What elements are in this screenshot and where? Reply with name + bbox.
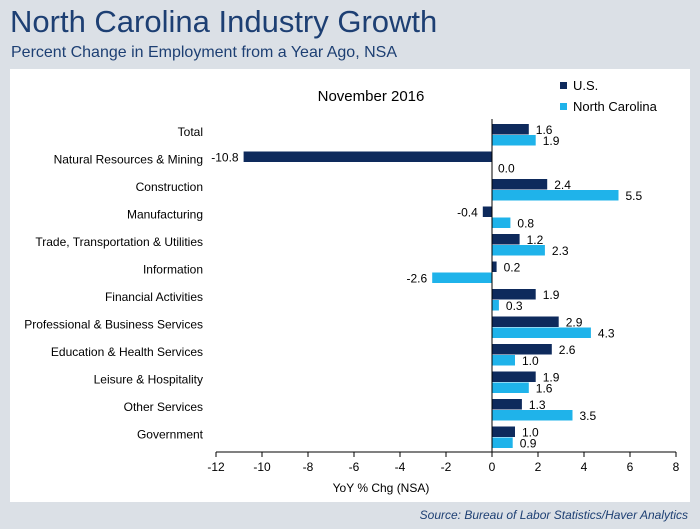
nc-bar	[492, 327, 591, 338]
legend-swatch	[560, 82, 567, 89]
nc-bar	[492, 217, 511, 228]
source-note: Source: Bureau of Labor Statistics/Haver…	[419, 508, 688, 522]
nc-bar	[492, 355, 515, 366]
us-bar	[492, 399, 522, 410]
nc-bar	[492, 190, 619, 201]
category-label: Natural Resources & Mining	[54, 153, 203, 167]
legend: U.S. North Carolina	[560, 78, 658, 114]
x-axis: -12 -10 -8 -6 -4 -2 0 2 4 6 8	[207, 119, 680, 474]
value-label: -2.6	[407, 272, 428, 286]
category-label: Construction	[136, 180, 203, 194]
value-label: -10.8	[211, 151, 239, 165]
nc-bar	[492, 245, 545, 256]
value-label: 1.2	[527, 233, 544, 247]
category-label: Total	[178, 125, 203, 139]
nc-bar	[492, 382, 529, 393]
value-label: 0.0	[498, 162, 515, 176]
chart-panel: November 2016 U.S. North Carolina Total Na…	[10, 69, 690, 502]
us-bar	[492, 179, 548, 190]
page-title: North Carolina Industry Growth	[10, 4, 438, 39]
value-label: 3.5	[580, 409, 597, 423]
x-tick-label: -2	[441, 460, 452, 474]
value-label: 2.6	[559, 343, 576, 357]
category-label: Education & Health Services	[51, 345, 203, 359]
value-labels: 1.61.9-10.80.02.45.5-0.40.81.22.30.2-2.6…	[211, 123, 642, 451]
us-bar	[492, 261, 497, 272]
category-label: Trade, Transportation & Utilities	[35, 235, 203, 249]
us-bar	[492, 316, 559, 327]
page-subtitle: Percent Change in Employment from a Year…	[11, 44, 397, 61]
x-tick-label: -10	[253, 460, 271, 474]
x-axis-label: YoY % Chg (NSA)	[333, 481, 430, 495]
x-tick-label: 2	[535, 460, 542, 474]
value-label: 1.9	[543, 134, 560, 148]
value-label: 1.0	[522, 354, 539, 368]
value-label: 1.9	[543, 288, 560, 302]
x-tick-label: -12	[207, 460, 225, 474]
bar-chart: November 2016 U.S. North Carolina Total Na…	[24, 78, 680, 495]
nc-bar	[492, 410, 573, 421]
x-tick-label: -8	[303, 460, 314, 474]
value-label: 2.3	[552, 244, 569, 258]
nc-bar	[432, 272, 492, 283]
x-tick-label: -4	[395, 460, 406, 474]
us-bar	[492, 124, 529, 135]
us-bar	[243, 151, 492, 162]
x-tick-label: 8	[673, 460, 680, 474]
value-label: 2.4	[554, 178, 571, 192]
legend-label: U.S.	[573, 78, 598, 93]
category-label: Leisure & Hospitality	[94, 373, 203, 387]
value-label: 1.6	[536, 123, 553, 137]
value-label: 1.0	[522, 426, 539, 440]
x-tick-label: -6	[349, 460, 360, 474]
value-label: -0.4	[457, 206, 478, 220]
us-bar	[492, 344, 552, 355]
category-labels: Total Natural Resources & Mining Construct…	[24, 125, 203, 442]
legend-swatch	[560, 103, 567, 110]
value-label: 0.2	[504, 261, 521, 275]
category-label: Professional & Business Services	[24, 318, 203, 332]
nc-bar	[492, 300, 499, 311]
category-label: Government	[137, 428, 204, 442]
nc-bar	[492, 437, 513, 448]
value-label: 1.3	[529, 398, 546, 412]
us-bar	[492, 234, 520, 245]
value-label: 0.9	[520, 437, 537, 451]
us-bar	[492, 289, 536, 300]
value-label: 0.8	[517, 217, 534, 231]
x-tick-label: 0	[489, 460, 496, 474]
value-label: 1.9	[543, 371, 560, 385]
us-bar	[492, 371, 536, 382]
value-label: 2.9	[566, 316, 583, 330]
us-bar	[482, 206, 492, 217]
category-label: Other Services	[124, 400, 203, 414]
bars-group	[243, 124, 619, 448]
category-label: Manufacturing	[127, 208, 203, 222]
x-tick-label: 6	[627, 460, 634, 474]
value-label: 5.5	[626, 189, 643, 203]
value-label: 0.3	[506, 299, 523, 313]
chart-title: November 2016	[318, 88, 425, 105]
category-label: Information	[143, 263, 203, 277]
x-tick-label: 4	[581, 460, 588, 474]
value-label: 4.3	[598, 327, 615, 341]
category-label: Financial Activities	[105, 290, 203, 304]
nc-bar	[492, 135, 536, 146]
value-label: 1.6	[536, 382, 553, 396]
us-bar	[492, 426, 515, 437]
legend-label: North Carolina	[573, 99, 658, 114]
